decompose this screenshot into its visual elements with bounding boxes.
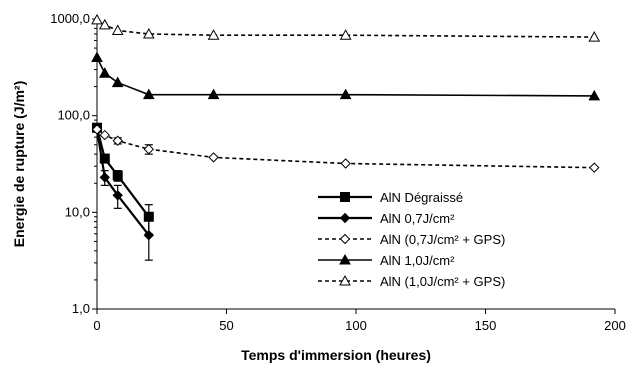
data-point (99, 129, 110, 141)
data-point (589, 162, 600, 173)
series-4 (91, 51, 601, 101)
legend-entry: AlN (0,7J/cm² + GPS) (318, 232, 505, 247)
legend-entry: AlN (1,0J/cm² + GPS) (318, 274, 505, 289)
y-tick-label: 1,0 (72, 301, 90, 316)
data-point (588, 89, 601, 101)
legend-marker (339, 212, 351, 224)
series-line (95, 129, 150, 236)
legend-marker (339, 274, 351, 286)
legend-marker (339, 233, 351, 245)
legend: AlN Dégraissé AlN 0,7J/cm² AlN (0,7J/cm² +… (318, 190, 505, 289)
legend-marker (340, 192, 350, 202)
data-point (340, 158, 351, 169)
y-tick-label: 10,0 (65, 204, 90, 219)
legend-label: AlN (1,0J/cm² + GPS) (380, 274, 505, 289)
x-tick-label: 50 (219, 318, 233, 333)
legend-label: AlN 1,0J/cm² (380, 253, 455, 268)
data-point (588, 31, 601, 42)
legend-entry: AlN 0,7J/cm² (318, 211, 455, 226)
x-tick-label: 200 (604, 318, 626, 333)
legend-label: AlN 0,7J/cm² (380, 211, 455, 226)
data-point (208, 152, 219, 163)
data-point (98, 67, 111, 78)
y-axis-title: Energie de rupture (J/m²) (11, 81, 27, 247)
data-point (91, 124, 103, 135)
data-point (99, 172, 110, 183)
legend-label: AlN (0,7J/cm² + GPS) (380, 232, 505, 247)
x-axis-title: Temps d'immersion (heures) (241, 347, 431, 363)
data-point (339, 88, 352, 100)
data-point (111, 24, 124, 36)
series-line (95, 127, 150, 218)
x-tick-label: 0 (93, 318, 100, 333)
data-point (143, 143, 155, 155)
legend-marker (339, 253, 351, 265)
legend-entry: AlN 1,0J/cm² (318, 253, 455, 268)
y-tick-label: 100,0 (57, 108, 90, 123)
x-tick-label: 100 (345, 318, 367, 333)
data-point (207, 29, 220, 40)
data-point (112, 190, 123, 201)
data-point (99, 153, 110, 164)
series-3 (91, 124, 600, 173)
series-5 (91, 13, 601, 42)
y-tick-label: 1000,0 (50, 11, 90, 26)
data-point (207, 88, 220, 100)
legend-label: AlN Dégraissé (380, 190, 463, 205)
data-point (91, 13, 103, 25)
data-point (142, 27, 155, 39)
data-point (142, 88, 155, 100)
axes: 1,0 10,0 100,0 1000,0 0 50 100 150 200 (50, 11, 626, 333)
data-point (112, 135, 123, 146)
data-point (98, 18, 111, 30)
x-tick-label: 150 (475, 318, 497, 333)
data-point (143, 229, 155, 241)
data-point (112, 170, 123, 181)
data-point (91, 51, 103, 62)
data-point (111, 76, 124, 88)
series-layer (91, 13, 601, 261)
legend-entry: AlN Dégraissé (318, 190, 463, 205)
data-point (339, 29, 352, 40)
